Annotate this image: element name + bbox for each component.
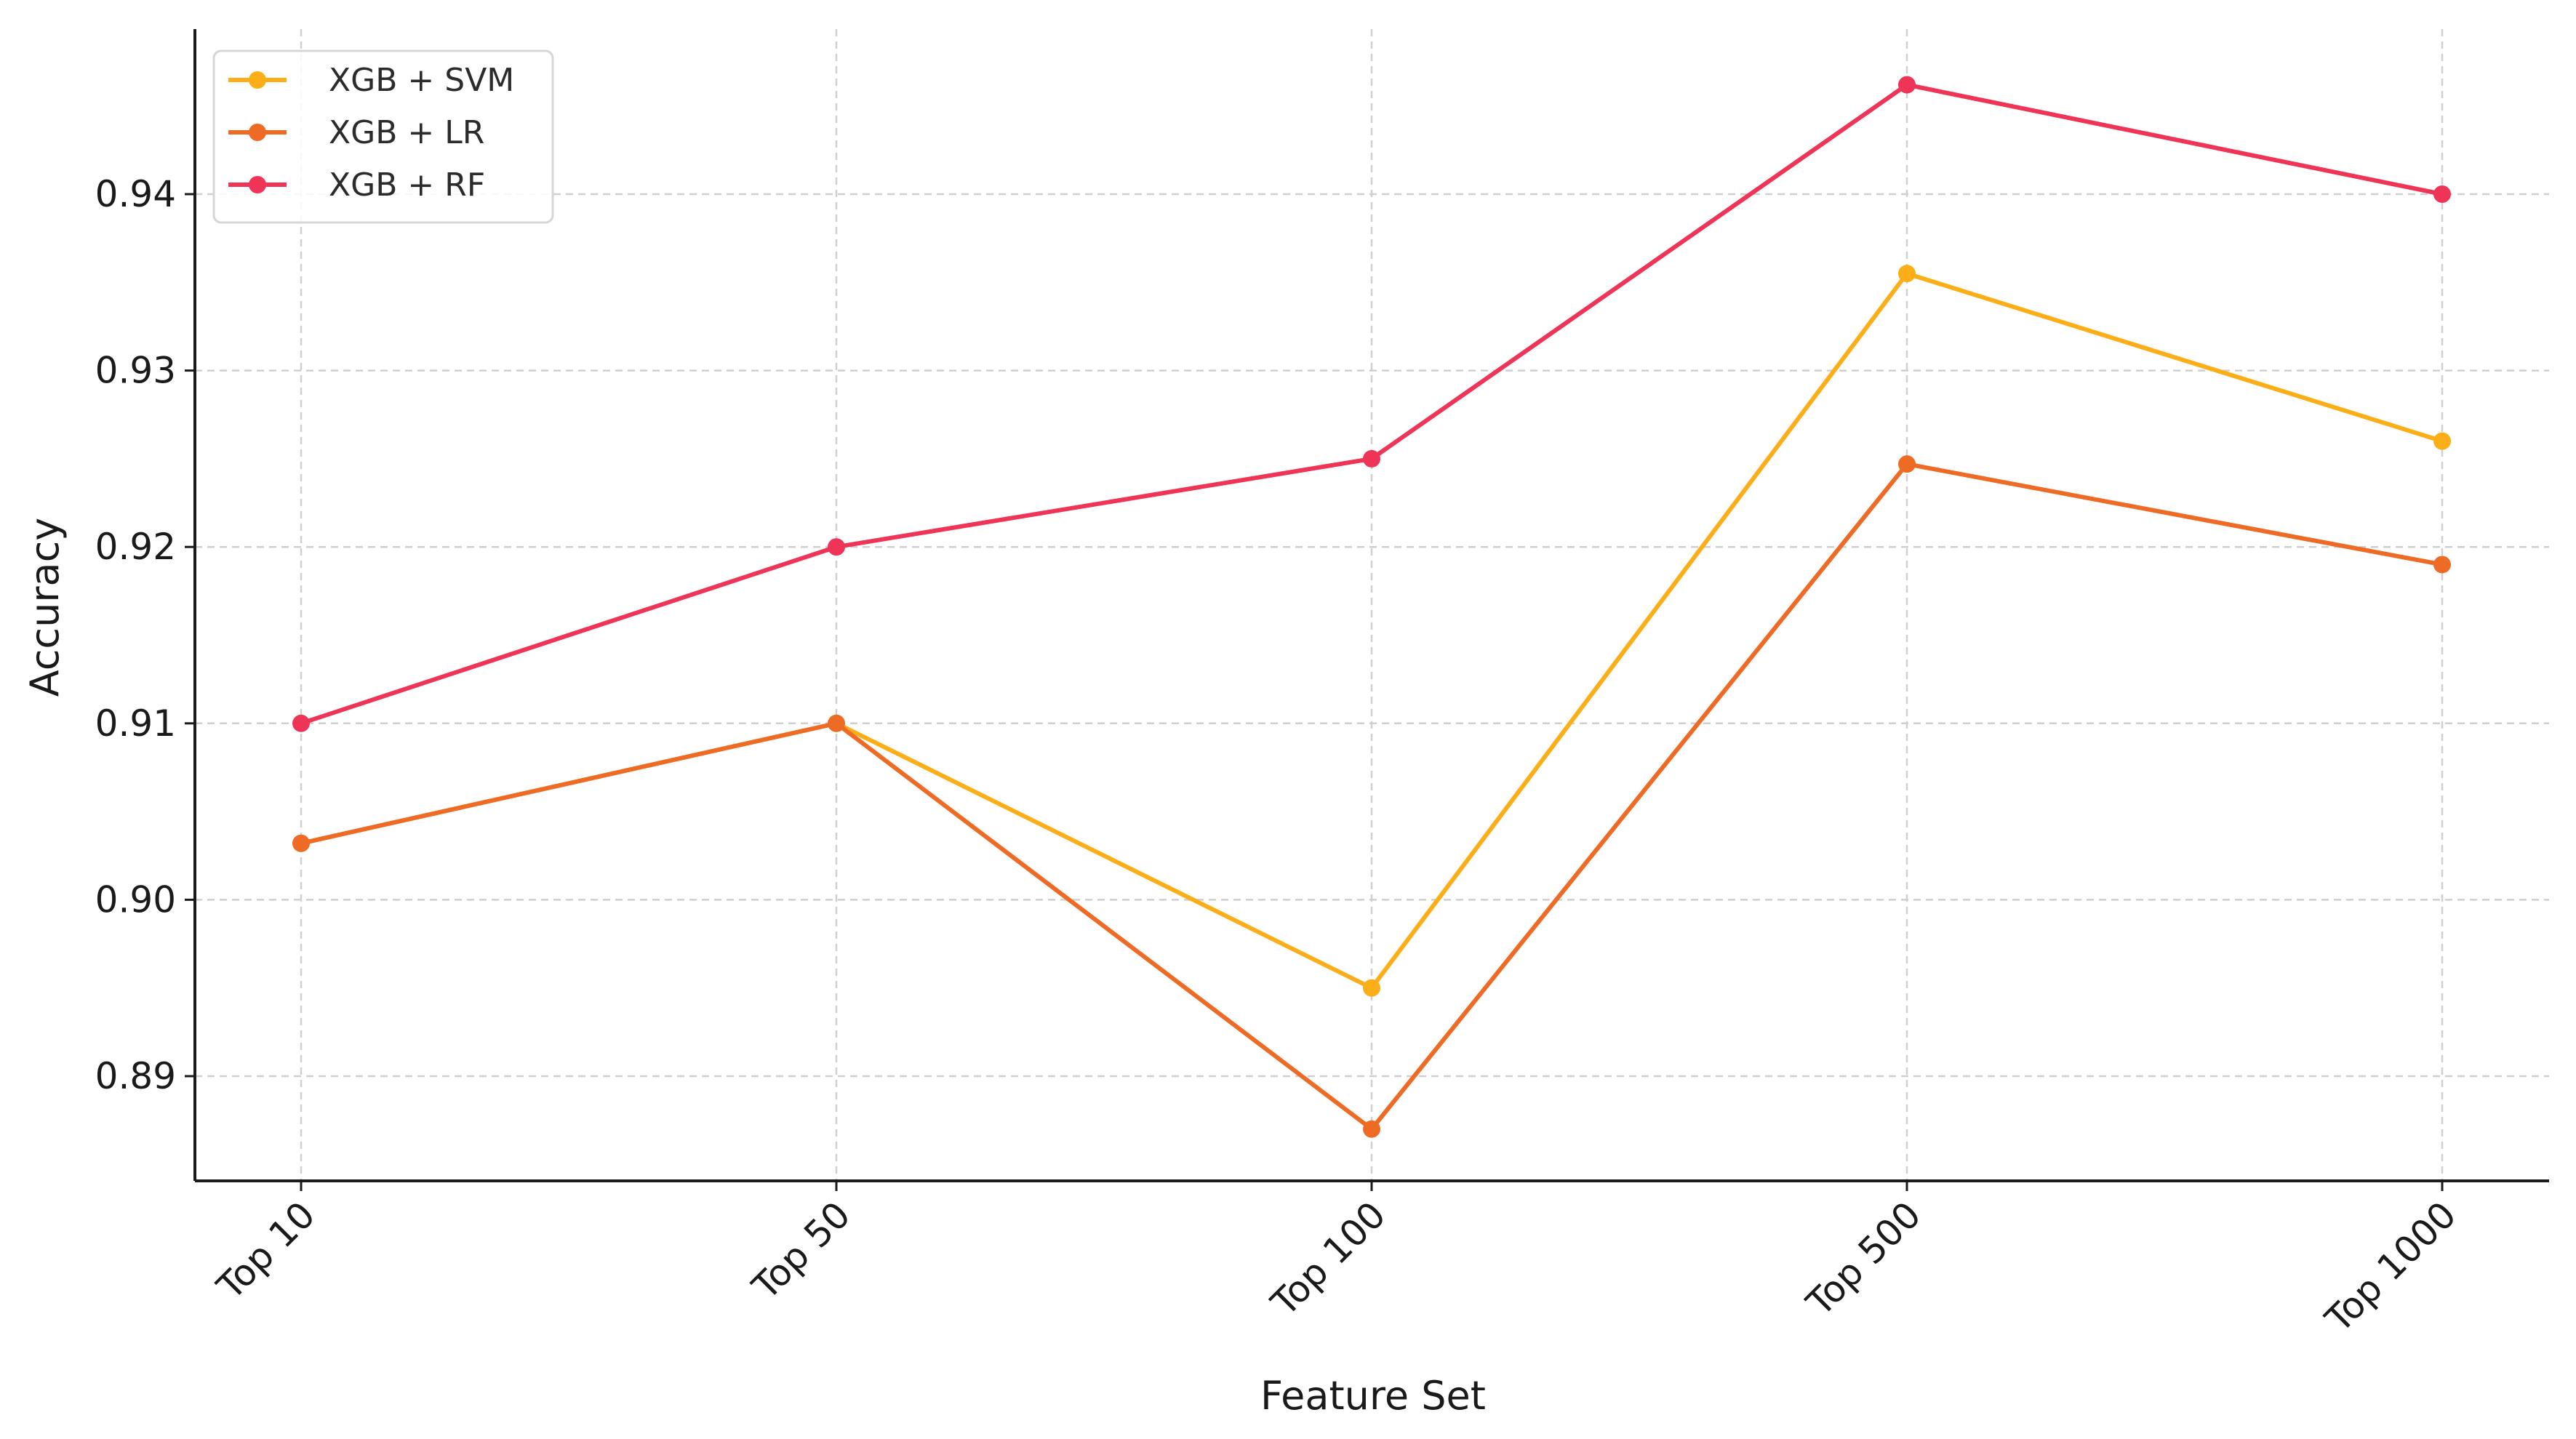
legend-swatch-marker (249, 124, 266, 141)
data-point-xgb-lr (292, 834, 310, 852)
legend-item-xgb-svm[interactable]: XGB + SVM (228, 62, 514, 99)
legend-item-xgb-lr[interactable]: XGB + LR (228, 114, 484, 151)
legend-label: XGB + LR (329, 114, 484, 151)
legend-label: XGB + RF (329, 167, 485, 204)
x-tick-label: Top 10 (209, 1193, 324, 1308)
x-tick-label: Top 1000 (2317, 1193, 2465, 1341)
x-tick-label: Top 50 (744, 1193, 859, 1308)
x-tick-labels: Top 10 Top 50 Top 100 Top 500 Top 1000 (209, 1181, 2465, 1341)
y-tick-label: 0.90 (95, 878, 176, 921)
y-axis-label: Accuracy (22, 518, 68, 697)
data-point-xgb-lr (1363, 1120, 1380, 1138)
data-point-xgb-svm (1898, 265, 1916, 283)
legend-item-xgb-rf[interactable]: XGB + RF (228, 167, 485, 204)
legend-box (212, 49, 554, 224)
data-point-xgb-rf (828, 538, 845, 556)
data-point-xgb-rf (2433, 185, 2451, 203)
x-tick-label: Top 100 (1263, 1193, 1393, 1324)
y-tick-labels: 0.89 0.90 0.91 0.92 0.93 0.94 (95, 173, 195, 1097)
x-tick-label: Top 500 (1798, 1193, 1929, 1324)
data-point-xgb-lr (828, 714, 845, 732)
data-point-xgb-svm (1363, 979, 1380, 997)
data-point-xgb-lr (1898, 455, 1916, 473)
data-point-xgb-rf (1898, 76, 1916, 94)
data-point-xgb-lr (2433, 556, 2451, 574)
data-point-xgb-rf (1363, 449, 1380, 468)
data-point-xgb-rf (292, 714, 310, 732)
y-tick-label: 0.92 (95, 526, 176, 568)
y-tick-label: 0.89 (95, 1055, 176, 1097)
legend-label: XGB + SVM (329, 62, 514, 99)
y-tick-label: 0.93 (95, 350, 176, 392)
grid-lines (195, 29, 2549, 1181)
legend[interactable]: XGB + SVM XGB + LR XGB + RF (212, 49, 554, 224)
series-lines (292, 76, 2451, 1138)
y-tick-label: 0.94 (95, 173, 176, 215)
data-point-xgb-svm (2433, 432, 2451, 450)
x-axis-label: Feature Set (1260, 1373, 1486, 1419)
legend-swatch-marker (249, 176, 266, 193)
legend-swatch-marker (249, 71, 266, 89)
y-tick-label: 0.91 (95, 702, 176, 745)
